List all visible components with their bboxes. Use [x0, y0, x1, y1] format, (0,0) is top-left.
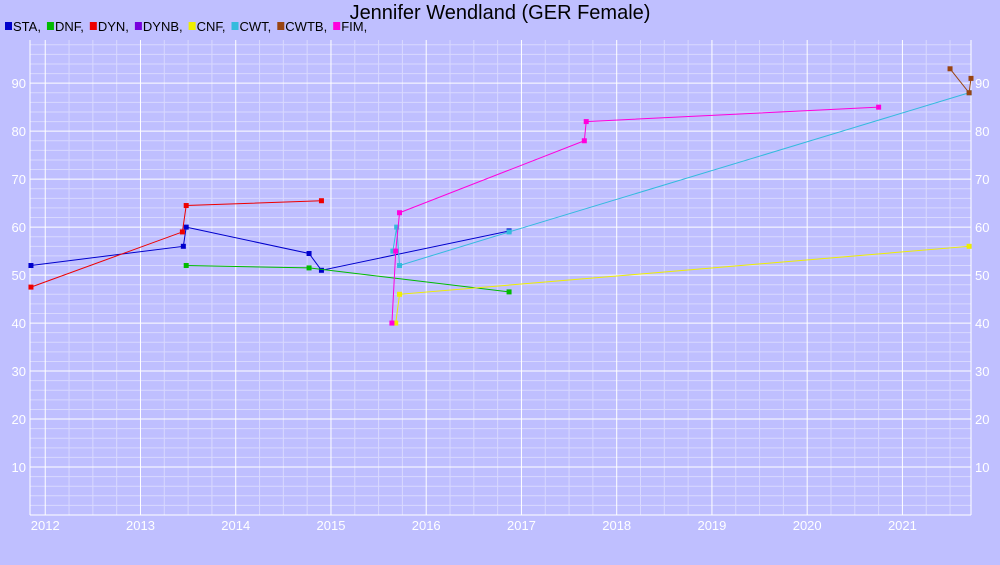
series-line [391, 106, 879, 324]
data-point [968, 75, 974, 81]
y-tick-label-right: 30 [975, 364, 989, 379]
data-point [318, 198, 324, 204]
legend-swatch [134, 22, 142, 30]
data-point [966, 243, 972, 249]
series-cwtb [947, 66, 974, 96]
y-tick-label-left: 80 [12, 124, 26, 139]
data-point [506, 289, 512, 295]
data-point [966, 90, 972, 96]
legend-label: DYNB, [143, 19, 183, 34]
data-point [183, 263, 189, 269]
series-line [186, 265, 510, 293]
legend-label: CWTB, [285, 19, 327, 34]
x-tick-label: 2021 [888, 518, 917, 533]
x-tick-label: 2019 [697, 518, 726, 533]
series-line [949, 68, 972, 95]
series-dyn [28, 198, 324, 290]
data-point [397, 210, 403, 216]
data-point [183, 224, 189, 230]
x-tick-label: 2015 [317, 518, 346, 533]
y-tick-label-right: 10 [975, 460, 989, 475]
x-tick-label: 2014 [221, 518, 250, 533]
y-tick-label-left: 20 [12, 412, 26, 427]
data-point [180, 243, 186, 249]
y-tick-label-right: 50 [975, 268, 989, 283]
data-point [876, 104, 882, 110]
x-tick-label: 2020 [793, 518, 822, 533]
chart-title: Jennifer Wendland (GER Female) [350, 2, 651, 24]
y-tick-label-left: 70 [12, 172, 26, 187]
y-tick-label-left: 30 [12, 364, 26, 379]
legend-swatch [188, 22, 196, 30]
legend-label: DYN, [98, 19, 129, 34]
grid [29, 40, 972, 516]
legend-swatch [5, 22, 12, 30]
data-point [389, 320, 395, 326]
series-line [30, 226, 510, 271]
data-point [179, 229, 185, 235]
series-fim [389, 104, 882, 326]
data-point [183, 203, 189, 209]
legend: STA, DNF, DYN, DYNB, CNF, CWT, CWTB, FIM, [5, 19, 367, 34]
x-tick-label: 2017 [507, 518, 536, 533]
y-tick-label-right: 40 [975, 316, 989, 331]
data-point [390, 248, 396, 254]
data-point [393, 320, 399, 326]
y-tick-label-right: 70 [975, 172, 989, 187]
legend-label: FIM, [341, 19, 367, 34]
y-tick-label-left: 40 [12, 316, 26, 331]
legend-swatch [333, 22, 341, 30]
data-point [394, 224, 400, 230]
series-dnf [183, 263, 512, 295]
data-point [393, 248, 399, 254]
y-tick-label-right: 80 [975, 124, 989, 139]
y-tick-label-left: 60 [12, 220, 26, 235]
legend-swatch [277, 22, 285, 30]
data-point [306, 251, 312, 257]
legend-swatch [231, 22, 239, 30]
y-tick-label-left: 10 [12, 460, 26, 475]
y-tick-label-right: 90 [975, 76, 989, 91]
series-cnf [393, 243, 972, 326]
x-tick-label: 2018 [602, 518, 631, 533]
y-tick-label-left: 50 [12, 268, 26, 283]
data-point [506, 229, 512, 235]
data-point [306, 265, 312, 271]
series-layer [28, 66, 974, 326]
x-tick-label: 2016 [412, 518, 441, 533]
legend-swatch [46, 22, 54, 30]
legend-swatch [89, 22, 97, 30]
x-tick-label: 2012 [31, 518, 60, 533]
y-tick-label-right: 20 [975, 412, 989, 427]
data-point [397, 291, 403, 297]
legend-label: STA, [13, 19, 41, 34]
data-point [947, 66, 953, 72]
data-point [28, 263, 34, 269]
legend-label: CNF, [197, 19, 226, 34]
data-point [583, 119, 589, 125]
y-tick-label-right: 60 [975, 220, 989, 235]
data-point [28, 284, 34, 290]
data-point [581, 138, 587, 144]
data-point [318, 267, 324, 273]
data-point [397, 263, 403, 269]
legend-label: DNF, [55, 19, 84, 34]
legend-label: CWT, [240, 19, 272, 34]
x-tick-label: 2013 [126, 518, 155, 533]
y-tick-label-left: 90 [12, 76, 26, 91]
series-line [30, 200, 322, 288]
